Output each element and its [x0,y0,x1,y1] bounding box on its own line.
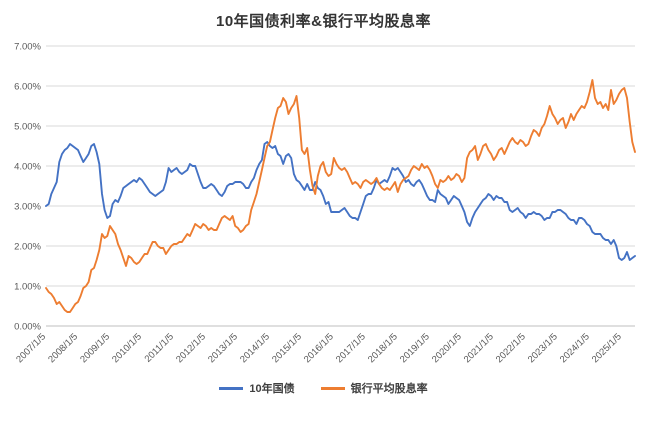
x-axis-tick-label: 2024/1/5 [558,331,592,365]
x-axis-tick-label: 2025/1/5 [590,331,624,365]
x-axis-tick-label: 2022/1/5 [494,331,528,365]
x-axis-tick-label: 2007/1/5 [14,331,48,365]
y-axis-tick-label: 4.00% [14,162,41,173]
bond-yield-line [45,141,636,261]
x-axis-tick-label: 2018/1/5 [366,331,400,365]
y-axis-tick-label: 6.00% [14,82,41,93]
dividend-yield-line [45,79,636,313]
dividend-line-sample [320,386,345,390]
y-axis-tick-label: 3.00% [14,202,41,213]
chart-title: 10年国债利率&银行平均股息率 [215,13,432,30]
chart-legend: 10年国债 银行平均股息率 [0,376,647,420]
x-axis-tick-label: 2011/1/5 [143,331,176,364]
x-axis-tick-label: 2008/1/5 [46,331,80,365]
x-axis-tick-label: 2017/1/5 [334,331,368,365]
bond-line-sample [219,386,244,390]
legend-item-bond: 10年国债 [219,380,295,396]
x-axis-tick-label: 2023/1/5 [526,331,560,365]
y-axis-tick-label: 1.00% [14,282,41,293]
y-axis-tick-label: 0.00% [14,322,41,333]
x-axis-tick-label: 2009/1/5 [78,331,112,365]
line-chart: 0.00% 1.00% 2.00% 3.00% 4.00% 5.00% 6.00% 7.00%… [14,42,636,365]
x-axis-tick-label: 2010/1/5 [110,331,144,365]
x-axis-tick-label: 2019/1/5 [398,331,432,365]
x-axis-tick-label: 2016/1/5 [302,331,336,365]
y-axis-tick-label: 7.00% [14,42,41,53]
y-axis-tick-label: 2.00% [14,242,41,253]
x-axis-tick-label: 2013/1/5 [206,331,240,365]
x-axis-tick-label: 2020/1/5 [430,331,464,365]
y-axis-tick-label: 5.00% [14,122,41,133]
dividend-legend-label: 银行平均股息率 [350,383,428,395]
legend-item-dividend: 银行平均股息率 [320,380,428,396]
x-axis-tick-label: 2015/1/5 [270,331,304,365]
x-axis-tick-label: 2012/1/5 [174,331,208,365]
x-axis-tick-label: 2021/1/5 [462,331,496,365]
x-axis-tick-label: 2014/1/5 [238,331,272,365]
bond-legend-label: 10年国债 [249,383,295,395]
